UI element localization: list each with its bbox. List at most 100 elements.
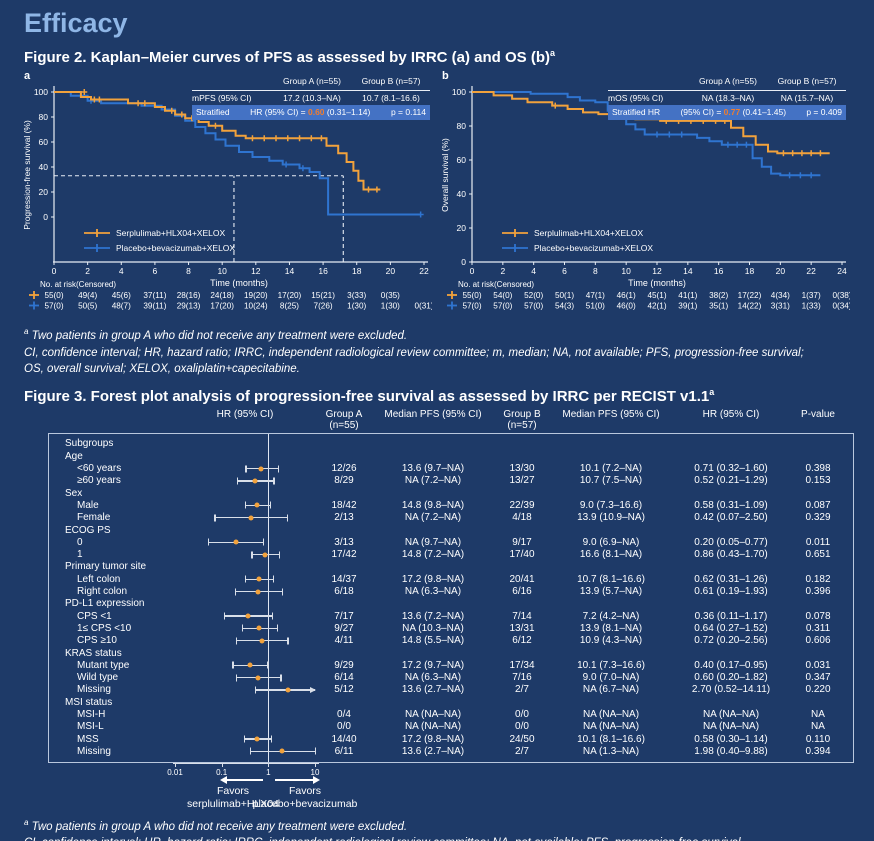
forest-cell-a_pfs: 14.8 (7.2–NA): [401, 549, 465, 561]
panel-letter-a: a: [24, 70, 31, 82]
forest-ci-plot: [175, 549, 315, 561]
forest-row-label: Wild type: [77, 672, 119, 684]
forest-cell-hr_text: 0.40 (0.17–0.95): [694, 659, 768, 671]
forest-cell-hr_text: 0.62 (0.31–1.26): [694, 573, 768, 585]
forest-cell-a_pfs: 13.6 (2.7–NA): [401, 745, 465, 757]
forest-cell-a_pfs: NA (7.2–NA): [404, 475, 462, 487]
forest-cell-a_pfs: NA (6.3–NA): [404, 586, 462, 598]
risk-value: 55(0): [44, 291, 63, 300]
legend-label: Serplulimab+HLX04+XELOX: [534, 228, 643, 238]
forest-group-row: PD-L1 expression: [57, 598, 845, 610]
forest-data-row: Missing 6/11 13.6 (2.7–NA) 2/7 NA (1.3–NA) 1.…: [57, 745, 845, 757]
forest-cell-hr_text: 0.42 (0.07–2.50): [694, 512, 768, 524]
forest-row-label: Mutant type: [77, 659, 130, 671]
forest-cell-hr_text: 0.58 (0.30–1.14): [694, 733, 768, 745]
svg-text:4: 4: [531, 266, 536, 276]
forest-cell-b_pfs: 13.9 (5.7–NA): [579, 586, 643, 598]
forest-row-label: MSI-L: [77, 721, 104, 733]
forest-ci-plot: [175, 721, 315, 733]
forest-ci-plot: [175, 475, 315, 487]
risk-value: 54(0): [493, 291, 512, 300]
hr-row-pvalue: p = 0.114: [390, 107, 426, 118]
forest-cell-b: 13/30: [509, 463, 535, 475]
hr-point-marker: [248, 515, 254, 521]
favors-left-arrow: [220, 775, 263, 784]
figure2-footnotes: a Two patients in group A who did not re…: [24, 326, 850, 378]
forest-row-label: PD-L1 expression: [65, 598, 145, 610]
forest-data-row: MSI-H 0/4 NA (NA–NA) 0/0 NA (NA–NA) NA (NA–NA…: [57, 708, 845, 720]
svg-text:8: 8: [593, 266, 598, 276]
forest-data-row: Missing 5/12 13.6 (2.7–NA) 2/7 NA (6.7–NA) 2.…: [57, 684, 845, 696]
risk-value: 45(6): [112, 291, 131, 300]
forest-cell-b_pfs: 10.1 (7.2–NA): [579, 463, 643, 475]
risk-table-label: No. at risk(Censored): [458, 280, 534, 289]
hr-point-marker: [245, 613, 251, 619]
risk-value: 15(21): [311, 291, 335, 300]
stats-divider: [192, 89, 430, 91]
hr-1-reference-line: [268, 433, 270, 762]
forest-data-row: Wild type 6/14 NA (6.3–NA) 7/16 9.0 (7.0–NA)…: [57, 671, 845, 683]
forest-cell-hr_text: 0.72 (0.20–2.56): [694, 635, 768, 647]
forest-row-label: Missing: [77, 745, 111, 757]
risk-value: 57(0): [524, 302, 543, 311]
km-curve-placebo: [472, 91, 821, 177]
forest-cell-a: 6/11: [334, 745, 354, 757]
forest-cell-b: 6/12: [512, 635, 532, 647]
hr-value: 0.60: [307, 107, 325, 118]
stats-value-b: NA (15.7–NA): [780, 92, 834, 103]
forest-axis-line: [173, 762, 319, 764]
forest-cell-a_pfs: 13.6 (2.7–NA): [401, 684, 465, 696]
forest-cell-b_pfs: 9.0 (6.9–NA): [582, 536, 640, 548]
forest-data-row: Left colon 14/37 17.2 (9.8–NA) 20/41 10.7 (8…: [57, 573, 845, 585]
risk-value: 57(0): [44, 302, 63, 311]
forest-column-headers: HR (95% CI) Group A (n=55) Median PFS (95%…: [57, 409, 845, 431]
hr-point-marker: [256, 625, 262, 631]
svg-text:0: 0: [461, 257, 466, 267]
forest-row-label: Right colon: [77, 586, 128, 598]
censor-marks-serplulimab: [81, 89, 380, 193]
svg-text:16: 16: [714, 266, 724, 276]
risk-value: 24(18): [210, 291, 234, 300]
x-axis-label: Time (months): [210, 278, 268, 288]
forest-ci-plot: [175, 598, 315, 610]
hr-point-marker: [247, 662, 253, 668]
risk-value: 52(0): [524, 291, 543, 300]
forest-cell-a_pfs: 14.8 (5.5–NA): [401, 635, 465, 647]
risk-value: 7(26): [314, 302, 333, 311]
forest-cell-p: 0.398: [805, 463, 831, 475]
forest-row-label: MSI status: [65, 696, 113, 708]
risk-value: 17(20): [210, 302, 234, 311]
figure2-title-sup: a: [550, 48, 556, 58]
forest-ci-plot: [175, 487, 315, 499]
forest-cell-hr_text: 0.61 (0.19–1.93): [694, 586, 768, 598]
forest-cell-a: 8/29: [334, 475, 354, 487]
favors-right-label: Favors placebo+bevacizumab: [252, 784, 358, 811]
forest-ci-plot: [175, 696, 315, 708]
forest-cell-b_pfs: 7.2 (4.2–NA): [582, 610, 640, 622]
forest-cell-b_pfs: 10.9 (4.3–NA): [579, 635, 643, 647]
svg-text:2: 2: [500, 266, 505, 276]
svg-text:100: 100: [34, 87, 48, 97]
forest-group-row: ECOG PS: [57, 524, 845, 536]
hr-point-marker: [255, 675, 261, 681]
svg-text:40: 40: [39, 162, 49, 172]
stats-row-label: mOS (95% CI): [608, 92, 664, 103]
risk-value: 41(1): [678, 291, 697, 300]
forest-cell-p: 0.651: [805, 549, 831, 561]
risk-row-marker: [29, 291, 39, 299]
forest-cell-b: 22/39: [509, 499, 535, 511]
forest-data-row: CPS ≥10 4/11 14.8 (5.5–NA) 6/12 10.9 (4.3–NA…: [57, 635, 845, 647]
hr-row-pvalue: p = 0.409: [806, 107, 842, 118]
figure3-title-text: Figure 3. Forest plot analysis of progre…: [24, 387, 710, 405]
forest-ci-plot: [175, 610, 315, 622]
risk-value: 39(1): [678, 302, 697, 311]
hr-point-marker: [279, 748, 285, 754]
forest-axis-tick-0.01: 0.01: [167, 767, 183, 777]
legend-label: Placebo+bevacizumab+XELOX: [116, 243, 235, 253]
forest-group-row: Subgroups: [57, 438, 845, 450]
forest-cell-b: 7/16: [512, 672, 532, 684]
forest-row-label: Female: [77, 512, 111, 524]
forest-cell-a_pfs: NA (6.3–NA): [404, 672, 462, 684]
forest-row-label: Primary tumor site: [65, 561, 147, 573]
forest-cell-hr_text: 0.20 (0.05–0.77): [694, 536, 768, 548]
